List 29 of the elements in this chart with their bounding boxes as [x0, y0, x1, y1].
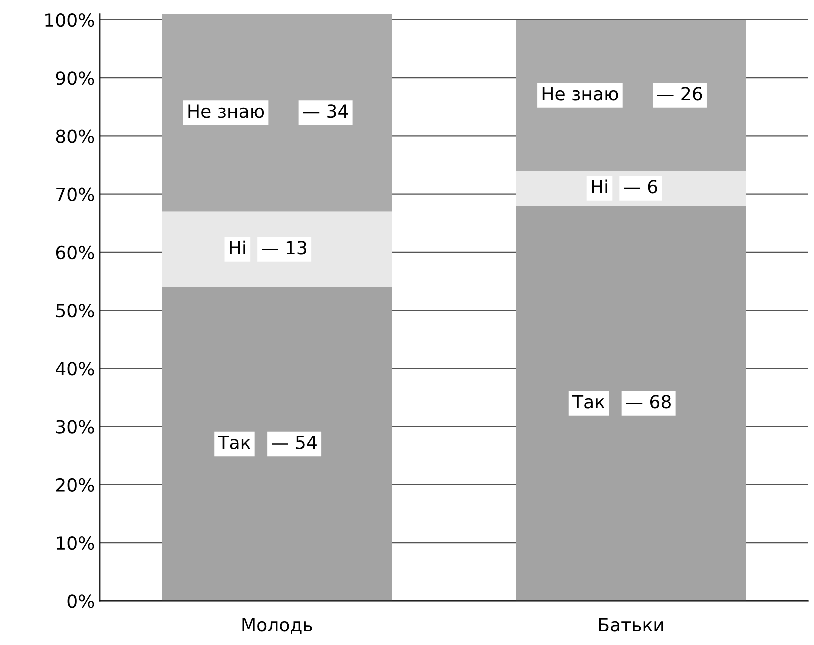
y-tick-label: 90%: [56, 72, 94, 86]
y-tick-label: 0%: [68, 594, 94, 608]
y-tick-label: 50%: [56, 304, 94, 318]
bar: [516, 20, 746, 172]
series-label: Не знаю: [188, 104, 264, 118]
data-label: — 26: [657, 87, 702, 101]
bar: [162, 287, 392, 602]
series-label: Ні: [592, 180, 608, 194]
y-tick-label: 100%: [46, 13, 94, 28]
text: Не знаю: [542, 87, 618, 101]
y-tick-label: 30%: [56, 420, 94, 434]
data-label: — 54: [272, 436, 317, 450]
data-label: — 34: [303, 104, 348, 118]
text: Так: [572, 395, 605, 409]
series-label: Так: [218, 436, 251, 450]
y-tick-label: 40%: [56, 362, 94, 376]
y-tick-label: 60%: [56, 246, 94, 260]
data-label: — 68: [626, 395, 671, 409]
x-tick-label: Батьки: [599, 618, 664, 632]
y-tick-label: 20%: [56, 478, 94, 492]
bar: [516, 206, 746, 602]
y-tick-label: 80%: [56, 130, 94, 144]
data-label: — 6: [624, 180, 658, 194]
text: Ні: [230, 240, 246, 255]
bar: [162, 14, 392, 212]
y-tick-label: 70%: [56, 188, 94, 202]
y-tick-label: 10%: [57, 536, 94, 550]
data-label: — 13: [262, 241, 307, 255]
x-tick-label: Молодь: [242, 618, 312, 634]
